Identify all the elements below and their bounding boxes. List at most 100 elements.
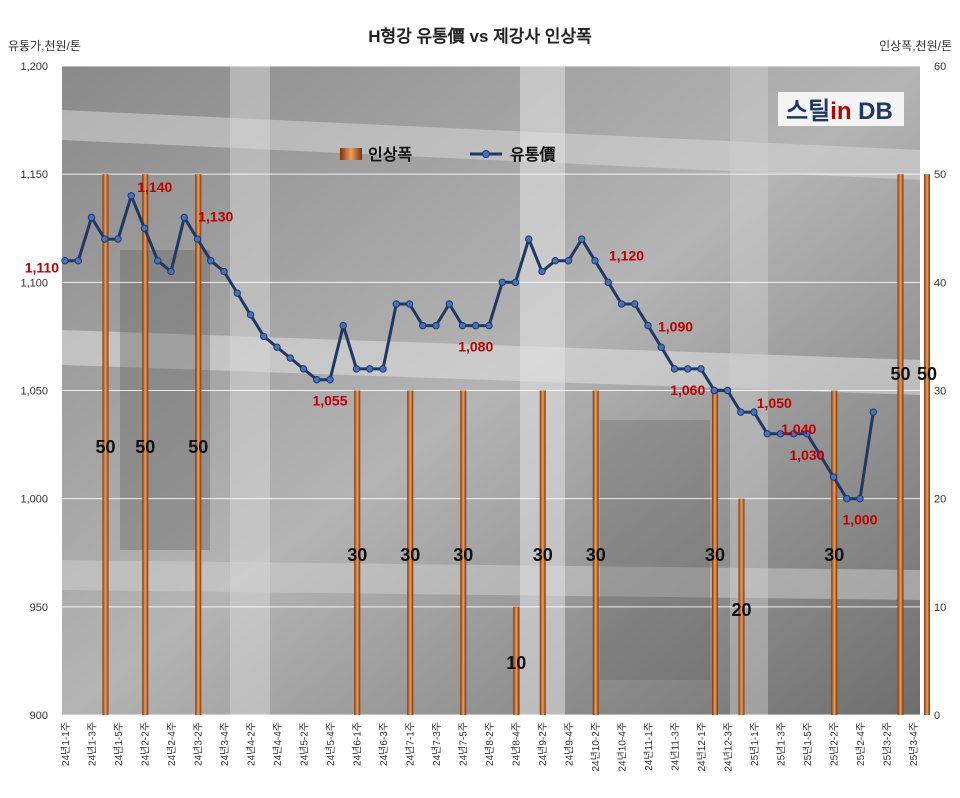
- price-point: [856, 494, 864, 503]
- legend-bar-label: 인상폭: [368, 146, 412, 164]
- price-point: [127, 192, 135, 200]
- x-tick-label: 24년12-3주: [723, 722, 735, 772]
- right-tick-label: 40: [934, 277, 946, 289]
- price-data-label: 1,055: [312, 393, 347, 409]
- price-point: [167, 267, 175, 276]
- x-tick-label: 24년4-2주: [246, 722, 258, 766]
- price-point: [578, 235, 586, 243]
- x-tick-label: 24년10-2주: [590, 722, 602, 772]
- price-point: [670, 365, 679, 373]
- price-point: [684, 365, 692, 373]
- price-point: [207, 257, 215, 265]
- increase-bar: [539, 390, 546, 715]
- price-point: [564, 257, 573, 265]
- logo-text: 스틸in DB: [786, 98, 893, 125]
- legend: 인상폭 유통價: [340, 145, 556, 164]
- bar-value-label: 10: [506, 653, 526, 673]
- price-data-label: 1,030: [789, 447, 824, 463]
- right-tick-label: 0: [934, 710, 940, 722]
- price-data-label: 1,040: [781, 421, 816, 437]
- price-point: [114, 235, 122, 243]
- bar-value-label: 50: [917, 364, 937, 384]
- price-point: [591, 257, 599, 265]
- bar-value-label: 50: [188, 437, 208, 457]
- price-point: [697, 365, 705, 373]
- increase-bar: [407, 390, 414, 715]
- price-point: [816, 451, 824, 460]
- bar-value-label: 30: [586, 545, 606, 565]
- x-tick-label: 24년5-2주: [299, 722, 311, 766]
- x-tick-label: 24년1-5주: [113, 722, 125, 766]
- price-point: [511, 278, 520, 287]
- chart-title: H형강 유통價 vs 제강사 인상폭: [368, 26, 592, 46]
- x-tick-label: 25년1-5주: [802, 722, 814, 766]
- price-point: [101, 235, 109, 243]
- left-tick-label: 1,200: [20, 61, 48, 73]
- price-data-label: 1,110: [25, 260, 59, 276]
- x-tick-label: 25년1-1주: [749, 722, 761, 766]
- price-point: [246, 311, 255, 319]
- price-point: [392, 300, 400, 308]
- right-axis-label: 인상폭,천원/톤: [879, 38, 952, 53]
- price-point: [525, 235, 533, 243]
- x-tick-label: 25년2-2주: [829, 722, 841, 766]
- price-point: [869, 408, 877, 416]
- increase-bar: [102, 174, 109, 715]
- bar-value-label: 30: [705, 545, 725, 565]
- price-point: [87, 213, 96, 222]
- x-tick-label: 24년5-4주: [325, 722, 337, 766]
- price-line: [61, 192, 877, 503]
- bar-data-labels: 50 50 50 30 30 30 10 30 30 30 20 30 50 50: [95, 364, 937, 673]
- price-point: [710, 386, 718, 395]
- x-tick-label: 24년11-1주: [643, 722, 655, 771]
- price-point: [538, 267, 546, 276]
- right-tick-label: 10: [934, 602, 946, 614]
- x-tick-label: 24년9-2주: [537, 722, 549, 766]
- x-tick-label: 24년8-2주: [484, 722, 496, 766]
- price-data-label: 1,120: [609, 248, 644, 264]
- price-point: [193, 235, 202, 243]
- price-point: [405, 300, 414, 308]
- x-tick-label: 24년1-1주: [60, 722, 72, 766]
- price-point: [604, 278, 612, 287]
- left-tick-label: 950: [30, 602, 48, 614]
- price-data-label: 1,050: [757, 395, 792, 411]
- price-point: [737, 408, 745, 416]
- x-tick-label: 24년6-3주: [378, 722, 390, 766]
- left-tick-label: 900: [30, 710, 48, 722]
- increase-bar: [195, 174, 202, 715]
- price-point: [763, 430, 771, 438]
- price-point: [843, 494, 851, 503]
- increase-bar: [738, 498, 745, 715]
- price-point: [485, 321, 493, 330]
- legend-bar-swatch: [340, 148, 362, 160]
- right-tick-label: 50: [934, 169, 946, 181]
- price-point: [154, 257, 162, 265]
- bar-value-label: 30: [347, 545, 367, 565]
- x-axis: 24년1-1주 24년1-3주 24년1-5주 24년2-2주 24년2-4주 24년3-…: [60, 722, 920, 772]
- x-tick-label: 24년10-4주: [617, 722, 629, 772]
- price-series-line: [65, 194, 875, 501]
- price-point: [723, 386, 732, 395]
- x-tick-label: 24년7-3주: [431, 722, 443, 766]
- x-tick-label: 25년2-4주: [855, 722, 867, 766]
- bar-value-label: 50: [890, 364, 910, 384]
- x-tick-label: 24년12-1주: [696, 722, 708, 772]
- price-point: [551, 257, 559, 265]
- price-point: [472, 321, 480, 330]
- right-y-axis: 0 10 20 30 40 50 60: [934, 61, 946, 722]
- price-point: [657, 343, 665, 351]
- price-point: [366, 365, 374, 373]
- price-point: [829, 473, 838, 481]
- x-tick-label: 24년7-1주: [405, 722, 417, 766]
- x-tick-label: 24년9-4주: [564, 722, 576, 766]
- price-data-label: 1,140: [137, 179, 172, 195]
- left-tick-label: 1,000: [20, 494, 48, 506]
- increase-bar: [712, 390, 718, 715]
- x-tick-label: 24년2-2주: [140, 722, 152, 766]
- x-tick-label: 24년3-4주: [219, 722, 231, 766]
- increase-bar: [354, 390, 361, 715]
- bar-value-label: 30: [400, 545, 420, 565]
- price-point: [299, 365, 308, 373]
